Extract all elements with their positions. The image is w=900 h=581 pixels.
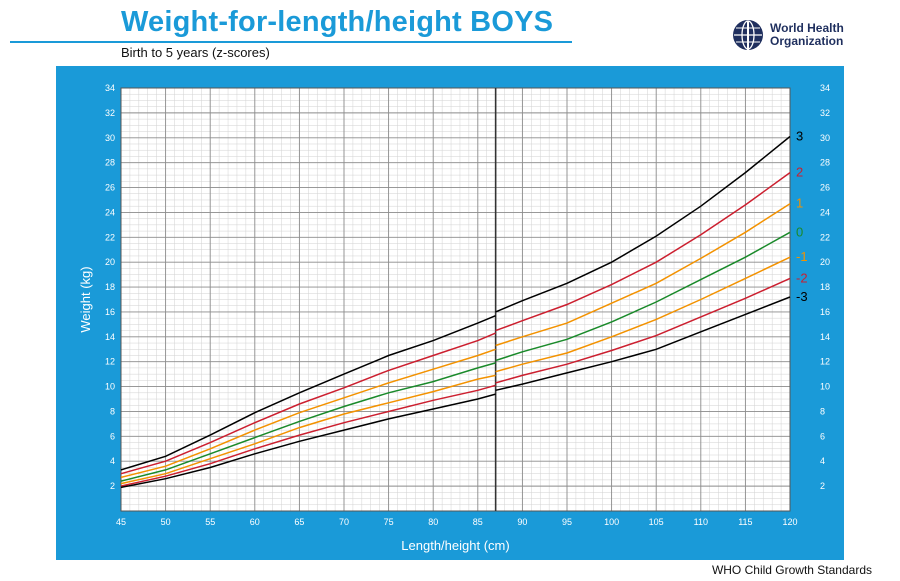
x-tick-label: 95 xyxy=(562,517,572,527)
curve-z-2-length xyxy=(120,384,496,487)
y-tick-label-right: 16 xyxy=(820,307,830,317)
y-tick-label-left: 12 xyxy=(105,357,115,367)
y-tick-label-left: 14 xyxy=(105,332,115,342)
y-tick-label-left: 4 xyxy=(110,456,115,466)
curve-z2-length xyxy=(120,332,496,475)
chart-title: Weight-for-length/height BOYS xyxy=(121,6,554,38)
y-tick-label-left: 34 xyxy=(105,83,115,93)
y-tick-label-right: 20 xyxy=(820,257,830,267)
curve-z3-height xyxy=(495,135,791,313)
y-tick-label-right: 4 xyxy=(820,456,825,466)
x-tick-label: 85 xyxy=(473,517,483,527)
z-label--2: -2 xyxy=(796,270,808,285)
y-tick-label-right: 8 xyxy=(820,406,825,416)
y-tick-label-left: 6 xyxy=(110,431,115,441)
who-logo-text: World Health Organization xyxy=(770,22,880,48)
chart-subtitle: Birth to 5 years (z-scores) xyxy=(121,45,270,60)
z-score-labels: 3 2 1 0 -1 -2 -3 xyxy=(796,129,808,304)
curve-z3-length xyxy=(120,315,496,471)
y-tick-label-left: 28 xyxy=(105,158,115,168)
y-tick-label-right: 14 xyxy=(820,332,830,342)
z-label-2: 2 xyxy=(796,165,803,180)
curve-z0-length xyxy=(120,362,496,482)
z-label-3: 3 xyxy=(796,129,803,144)
z-score-curves xyxy=(120,135,791,489)
who-emblem-icon xyxy=(733,20,763,51)
org-line-1: World Health xyxy=(770,21,844,35)
y-tick-label-left: 32 xyxy=(105,108,115,118)
y-tick-label-right: 2 xyxy=(820,481,825,491)
y-tick-label-right: 32 xyxy=(820,108,830,118)
z-label--3: -3 xyxy=(796,289,808,304)
who-logo xyxy=(728,18,878,52)
x-tick-label: 120 xyxy=(782,517,797,527)
x-tick-label: 105 xyxy=(649,517,664,527)
x-tick-label: 55 xyxy=(205,517,215,527)
x-tick-label: 100 xyxy=(604,517,619,527)
x-tick-label: 110 xyxy=(694,517,708,527)
x-tick-label: 50 xyxy=(161,517,171,527)
x-tick-label: 65 xyxy=(294,517,304,527)
y-tick-label-right: 12 xyxy=(820,357,830,367)
z-label--1: -1 xyxy=(796,249,808,264)
x-tick-label: 75 xyxy=(384,517,394,527)
y-tick-label-left: 30 xyxy=(105,133,115,143)
footer-source: WHO Child Growth Standards xyxy=(711,563,872,577)
y-tick-label-left: 18 xyxy=(105,282,115,292)
x-tick-label: 115 xyxy=(738,517,752,527)
z-label-0: 0 xyxy=(796,224,803,239)
y-tick-label-left: 8 xyxy=(110,406,115,416)
curve-z1-height xyxy=(495,203,791,347)
y-tick-label-left: 10 xyxy=(105,382,115,392)
y-tick-label-left: 24 xyxy=(105,207,115,217)
z-label-1: 1 xyxy=(796,196,803,211)
y-tick-label-right: 10 xyxy=(820,382,830,392)
y-tick-label-right: 24 xyxy=(820,207,830,217)
curve-z1-length xyxy=(120,348,496,479)
y-tick-label-right: 28 xyxy=(820,158,830,168)
x-tick-label: 60 xyxy=(250,517,260,527)
org-line-2: Organization xyxy=(770,34,844,48)
y-tick-label-right: 22 xyxy=(820,232,830,242)
curve-z-3-height xyxy=(495,296,791,392)
x-tick-label: 70 xyxy=(339,517,349,527)
y-tick-label-left: 2 xyxy=(110,481,115,491)
curve-z0-height xyxy=(495,231,791,362)
x-tick-label: 45 xyxy=(116,517,126,527)
x-tick-label: 80 xyxy=(428,517,438,527)
plot-border xyxy=(120,87,791,512)
curve-z-1-height xyxy=(495,256,791,373)
y-tick-label-right: 18 xyxy=(820,282,830,292)
y-tick-label-left: 20 xyxy=(105,257,115,267)
title-underline xyxy=(10,41,572,43)
y-tick-label-right: 30 xyxy=(820,133,830,143)
x-axis-label: Length/height (cm) xyxy=(401,538,509,553)
y-tick-label-left: 26 xyxy=(105,183,115,193)
y-tick-label-right: 6 xyxy=(820,431,825,441)
curve-z-2-height xyxy=(495,277,791,384)
y-tick-label-right: 26 xyxy=(820,183,830,193)
curve-z2-height xyxy=(495,171,791,332)
x-tick-label: 90 xyxy=(517,517,527,527)
y-tick-label-right: 34 xyxy=(820,83,830,93)
curve-z-3-length xyxy=(120,393,496,489)
y-tick-label-left: 22 xyxy=(105,232,115,242)
y-tick-label-left: 16 xyxy=(105,307,115,317)
y-axis-label: Weight (kg) xyxy=(78,266,93,332)
curve-z-1-length xyxy=(120,374,496,485)
